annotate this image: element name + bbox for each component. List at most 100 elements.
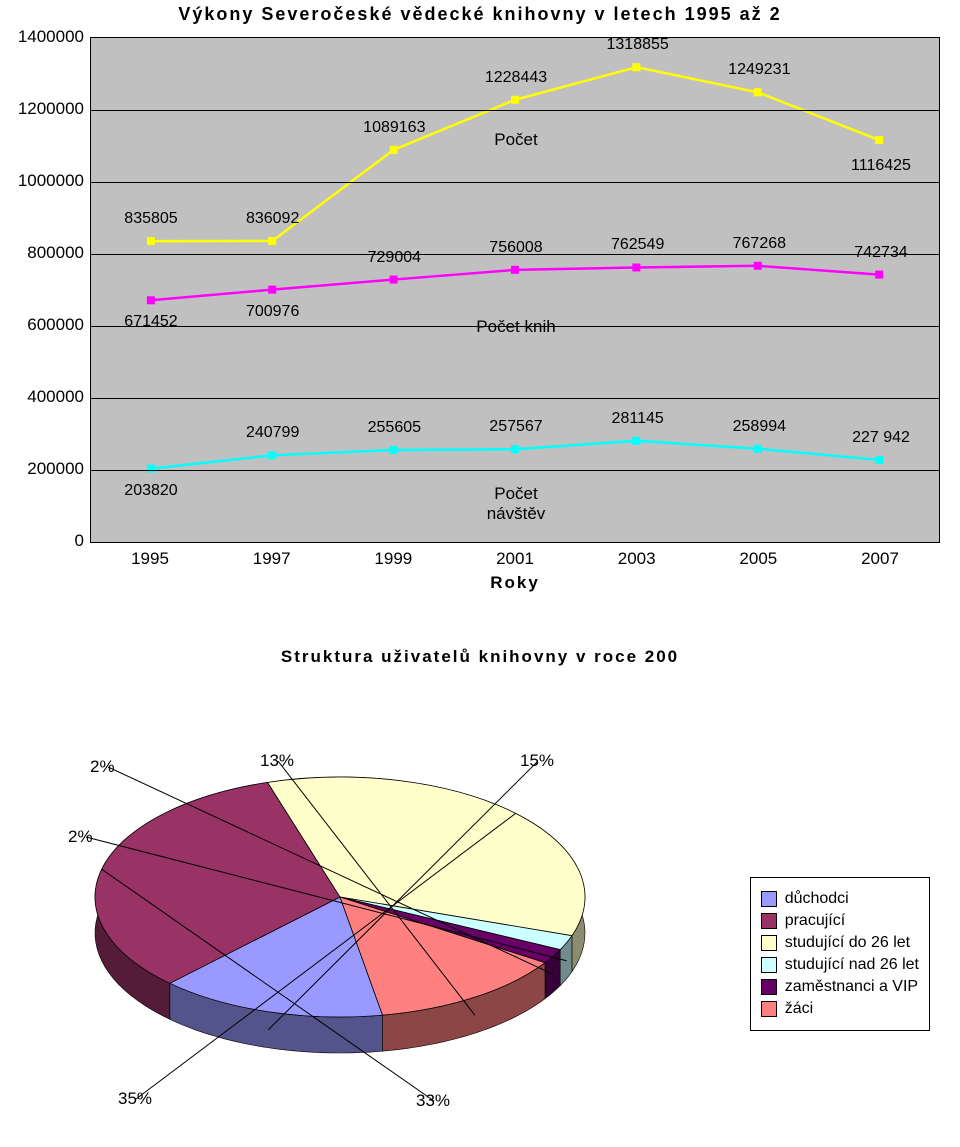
series-marker [632, 263, 640, 271]
x-axis-title: Roky [90, 573, 940, 593]
y-tick-label: 1400000 [18, 27, 84, 47]
legend-swatch [761, 957, 777, 973]
data-label: 203820 [124, 482, 177, 500]
gridline [91, 110, 939, 111]
series-marker [511, 445, 519, 453]
data-label: 257567 [489, 418, 542, 436]
legend-item: studující nad 26 let [761, 956, 919, 974]
series-marker [268, 286, 276, 294]
x-tick-label: 2001 [496, 549, 534, 569]
pie-slice-label: 2% [90, 757, 115, 777]
y-tick-label: 0 [75, 531, 84, 551]
legend-item: studující do 26 let [761, 934, 919, 952]
series-marker [147, 465, 155, 473]
series-marker [390, 446, 398, 454]
y-tick-label: 800000 [27, 243, 84, 263]
data-label: 756008 [489, 239, 542, 257]
gridline [91, 182, 939, 183]
legend-swatch [761, 1001, 777, 1017]
series-marker [632, 63, 640, 71]
legend-swatch [761, 935, 777, 951]
data-label: 835805 [124, 210, 177, 228]
legend-swatch [761, 913, 777, 929]
x-tick-label: 2007 [861, 549, 899, 569]
data-label: 836092 [246, 210, 299, 228]
legend-label: studující nad 26 let [785, 956, 919, 974]
y-axis: 0200000400000600000800000100000012000001… [10, 37, 90, 597]
series-marker [754, 445, 762, 453]
gridline [91, 398, 939, 399]
data-label: 729004 [368, 249, 421, 267]
series-marker [754, 88, 762, 96]
data-label: 1116425 [851, 157, 911, 175]
legend-item: pracující [761, 912, 919, 930]
series-marker [511, 266, 519, 274]
line-chart: 0 200000 400000 600000 800000 1000000 1200000 1… [10, 37, 950, 597]
x-axis: 1995 1997 1999 2001 2003 2005 2007 [90, 547, 940, 571]
y-tick-label: 1000000 [18, 171, 84, 191]
y-tick-label: 1200000 [18, 99, 84, 119]
pie-legend: důchodci pracující studující do 26 let stud… [750, 877, 930, 1031]
x-tick-label: 2005 [739, 549, 777, 569]
x-tick-label: 1997 [253, 549, 291, 569]
legend-item: zaměstnanci a VIP [761, 978, 919, 996]
legend-label: pracující [785, 912, 845, 930]
pie-slice-label: 33% [416, 1091, 450, 1111]
data-label: 1228443 [485, 69, 547, 87]
y-tick-label: 400000 [27, 387, 84, 407]
data-label: 281145 [612, 410, 664, 428]
y-tick-label: 600000 [27, 315, 84, 335]
legend-swatch [761, 979, 777, 995]
data-label: 227 942 [852, 429, 910, 447]
legend-label: studující do 26 let [785, 934, 910, 952]
data-label: 767268 [733, 235, 786, 253]
data-label: 255605 [368, 419, 421, 437]
series-marker [632, 437, 640, 445]
legend-label: žáci [785, 1000, 813, 1018]
series-marker [875, 136, 883, 144]
data-label: 1318855 [607, 36, 669, 54]
series-line [151, 441, 879, 469]
gridline [91, 470, 939, 471]
pie-slice-label: 35% [118, 1089, 152, 1109]
pie-slice-label: 2% [68, 827, 93, 847]
lines-svg [91, 38, 939, 542]
series-marker [147, 296, 155, 304]
pie-svg [80, 727, 620, 1143]
series-label: Počet [494, 130, 537, 150]
data-label: 671452 [124, 313, 177, 331]
x-tick-label: 1995 [131, 549, 169, 569]
data-label: 742734 [854, 244, 907, 262]
data-label: 258994 [733, 418, 786, 436]
pie-slice-label: 13% [260, 751, 294, 771]
line-chart-title: Výkony Severočeské vědecké knihovny v le… [0, 4, 960, 25]
legend-item: důchodci [761, 890, 919, 908]
plot-area: 835805 836092 1089163 1228443 1318855 1249231… [90, 37, 940, 543]
data-label: 240799 [246, 424, 299, 442]
series-marker [875, 271, 883, 279]
data-label: 762549 [611, 236, 664, 254]
legend-label: důchodci [785, 890, 849, 908]
series-label: Počet knih [476, 317, 555, 337]
data-label: 1249231 [728, 61, 790, 79]
legend-label: zaměstnanci a VIP [785, 978, 918, 996]
series-marker [754, 262, 762, 270]
data-label: 700976 [246, 303, 299, 321]
x-tick-label: 1999 [374, 549, 412, 569]
legend-swatch [761, 891, 777, 907]
series-label: Počet návštěv [487, 484, 546, 524]
series-marker [268, 237, 276, 245]
series-marker [390, 276, 398, 284]
x-tick-label: 2003 [618, 549, 656, 569]
pie-chart-title: Struktura uživatelů knihovny v roce 200 [0, 647, 960, 667]
legend-item: žáci [761, 1000, 919, 1018]
series-marker [875, 456, 883, 464]
series-marker [511, 96, 519, 104]
pie-chart: důchodci pracující studující do 26 let stud… [10, 727, 950, 1147]
data-label: 1089163 [363, 119, 425, 137]
y-tick-label: 200000 [27, 459, 84, 479]
series-marker [390, 146, 398, 154]
pie-slice-label: 15% [520, 751, 554, 771]
series-marker [147, 237, 155, 245]
series-marker [268, 451, 276, 459]
